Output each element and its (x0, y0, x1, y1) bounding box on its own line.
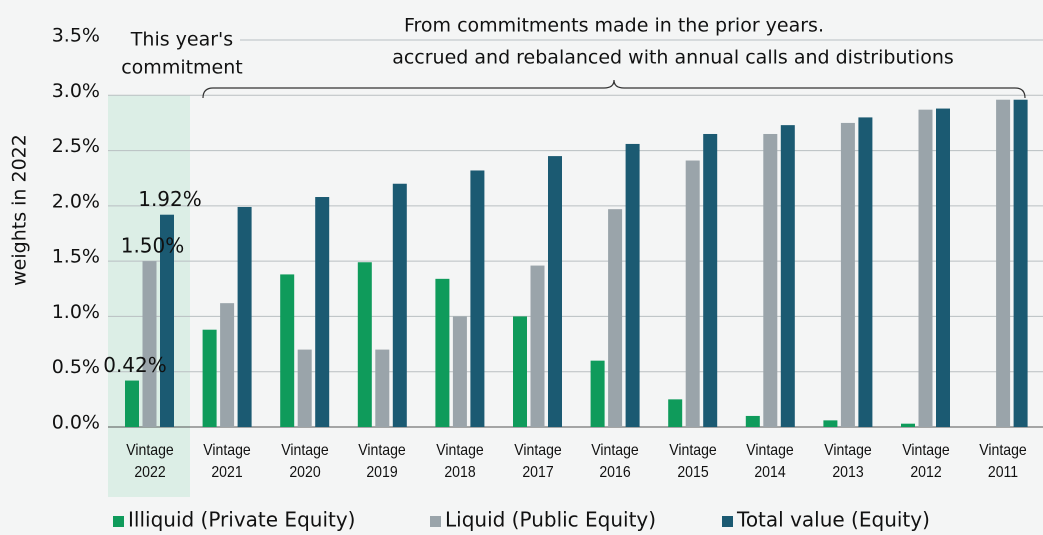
bar (996, 99, 1011, 428)
y-tick-label: 3.0% (52, 80, 100, 102)
x-tick-label: Vintage 2015 (668, 442, 717, 481)
bar (315, 197, 330, 427)
bar (780, 125, 795, 427)
y-axis-label: weights in 2022 (9, 134, 31, 286)
bar (160, 214, 174, 427)
x-tick-label: Vintage 2019 (358, 442, 407, 481)
bar (142, 261, 157, 427)
bar (858, 117, 873, 428)
value-label: 0.42% (103, 353, 167, 377)
bar (745, 415, 760, 427)
bar (763, 133, 778, 427)
y-tick-label: 0.5% (52, 356, 100, 378)
bar (202, 329, 217, 427)
bar (280, 274, 295, 427)
bar (625, 143, 640, 428)
bar (220, 303, 235, 427)
y-tick-label: 1.0% (52, 301, 100, 323)
bar (470, 170, 485, 427)
y-tick-label: 2.5% (52, 135, 100, 157)
legend-swatch (430, 516, 441, 527)
x-tick-label: Vintage 2018 (436, 442, 484, 481)
legend-label: Total value (Equity) (736, 508, 930, 532)
legend-swatch (722, 516, 733, 527)
bar (590, 360, 605, 427)
x-tick-label: Vintage 2014 (746, 442, 795, 481)
bar (840, 122, 855, 427)
bar (357, 262, 372, 427)
value-label: 1.50% (121, 234, 185, 258)
x-tick-label: Vintage 2013 (824, 442, 872, 481)
bar (237, 206, 252, 427)
annotation: commitment (121, 57, 243, 79)
bar (918, 109, 933, 427)
bar (548, 156, 562, 427)
y-tick-label: 3.5% (52, 25, 100, 47)
bar (297, 349, 312, 427)
annotation: From commitments made in the prior years… (404, 15, 824, 37)
bar (392, 183, 407, 427)
x-tick-label: Vintage 2016 (591, 442, 639, 481)
x-tick-label: Vintage 2020 (280, 442, 329, 481)
annotation: accrued and rebalanced with annual calls… (392, 47, 954, 69)
x-tick-label: Vintage 2017 (513, 442, 562, 481)
x-tick-label: Vintage 2021 (203, 442, 251, 481)
annotation: This year's (130, 29, 233, 51)
bar (452, 316, 467, 427)
bar (668, 399, 683, 427)
bar (685, 160, 700, 427)
legend-swatch (113, 516, 124, 527)
brace (202, 79, 1026, 99)
bar (530, 265, 545, 427)
bar (901, 423, 915, 427)
bar (375, 349, 390, 427)
bar (608, 209, 623, 427)
legend-label: Illiquid (Private Equity) (128, 508, 355, 532)
x-tick-label: Vintage 2022 (125, 442, 174, 481)
x-tick-label: Vintage 2012 (901, 442, 950, 481)
bar (823, 420, 838, 427)
bar (435, 278, 450, 427)
bar (703, 133, 718, 427)
bar (513, 316, 527, 427)
y-tick-label: 1.5% (52, 246, 100, 268)
value-label: 1.92% (138, 187, 202, 211)
legend-label: Liquid (Public Equity) (445, 508, 656, 532)
y-tick-label: 2.0% (52, 190, 100, 212)
y-tick-label: 0.0% (52, 412, 100, 434)
bar (125, 380, 139, 427)
bar (1013, 99, 1028, 428)
x-tick-label: Vintage 2011 (979, 442, 1027, 481)
bar (936, 108, 950, 427)
